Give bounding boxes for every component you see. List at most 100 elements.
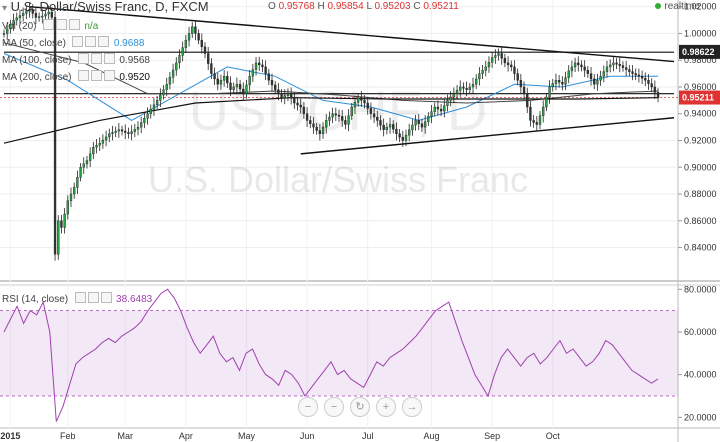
candle-up [191,26,194,34]
candle-down [586,70,590,74]
candle-down [395,128,398,135]
eye-icon[interactable] [74,292,86,304]
candle-up [37,16,41,18]
candle-down [382,124,385,130]
settings-icon[interactable] [85,36,97,48]
settings-icon[interactable] [90,70,102,82]
candle-up [248,76,251,86]
candle-up [25,11,28,14]
candle-down [366,102,369,109]
y-tick-label: 0.96000 [684,82,717,92]
x-tick-label: Aug [424,431,440,441]
candle-up [69,193,73,201]
candle-down [238,84,242,90]
candle-down [207,53,210,64]
candle-down [312,123,315,128]
candle-down [315,126,318,131]
candle-up [602,71,605,77]
candle-down [34,13,38,18]
eye-icon[interactable] [77,70,89,82]
settings-icon[interactable] [87,292,99,304]
candle-down [226,76,229,84]
candle-up [347,115,350,125]
candle-up [143,117,146,123]
candle-up [133,129,136,132]
x-tick-label: 2015 [0,431,20,441]
candle-up [433,106,436,112]
zoom-out-button[interactable]: − [298,397,318,417]
indicator-ma200[interactable]: MA (200, close) 0.9520 [2,67,150,85]
close-icon[interactable] [68,19,80,31]
candle-up [187,33,191,41]
candle-down [644,78,647,81]
candle-up [63,213,66,228]
close-icon[interactable] [98,36,110,48]
ohlc-close-key: C [413,1,421,12]
indicator-vol[interactable]: Vol (20) n/a [2,16,98,34]
candle-down [274,84,277,90]
candle-up [245,84,248,94]
indicator-ma100[interactable]: MA (100, close) 0.9568 [2,50,150,68]
candle-up [404,134,408,141]
candle-up [92,146,95,155]
candle-up [596,80,599,85]
candle-up [548,86,551,98]
candle-down [577,62,580,66]
candle-up [21,13,25,16]
candle-up [283,95,286,98]
candle-up [545,96,548,108]
symbol-title: ▾ U.S. Dollar/Swiss Franc, D, FXCM [2,0,209,14]
candle-down [640,76,644,79]
ma-line-2 [3,97,659,144]
close-icon[interactable] [100,292,112,304]
candle-up [321,126,325,135]
eye-icon[interactable] [77,53,89,65]
eye-icon[interactable] [72,36,84,48]
scroll-right-button[interactable]: → [402,397,422,417]
candle-up [184,39,188,48]
candle-up [165,84,168,90]
candle-up [475,78,478,85]
candle-down [529,106,532,121]
ohlc-high-value: 0.95854 [327,1,364,12]
candle-up [104,136,108,141]
candle-down [465,88,468,90]
candle-up [88,153,92,161]
candle-down [213,73,216,80]
eye-icon[interactable] [42,19,54,31]
indicator-ma50[interactable]: MA (50, close) 0.9688 [2,33,144,51]
candle-down [516,73,519,81]
candle-down [532,120,535,123]
candle-down [360,97,363,101]
candle-up [12,19,15,25]
candle-down [510,64,513,68]
rsi-y-tick-label: 60.0000 [684,327,717,337]
chart-navigation: − − ↻ + → [292,397,428,417]
candle-up [612,62,615,66]
candle-up [468,86,471,90]
settings-icon[interactable] [55,19,67,31]
close-icon[interactable] [103,70,115,82]
ma-line-0 [3,53,658,121]
candle-up [497,53,500,56]
rsi-y-tick-label: 20.0000 [684,412,717,422]
reset-button[interactable]: ↻ [350,397,370,417]
candle-down [305,113,309,121]
close-icon[interactable] [103,53,115,65]
candle-down [363,100,366,104]
candle-up [47,11,50,15]
y-tick-label: 1.00000 [684,28,717,38]
indicator-rsi[interactable]: RSI (14, close) 38.6483 [2,289,152,307]
trendline-support_diag [300,117,675,155]
zoom-in-button[interactable]: + [376,397,396,417]
scroll-left-button[interactable]: − [324,397,344,417]
ohlc-low-value: 0.95203 [374,1,411,12]
collapse-icon[interactable]: ▾ [2,3,8,14]
candle-down [264,66,267,74]
last-price-tag [679,90,720,105]
candle-up [484,66,487,71]
ohlc-open-value: 0.95768 [278,1,315,12]
settings-icon[interactable] [90,53,102,65]
candle-down [439,108,443,112]
